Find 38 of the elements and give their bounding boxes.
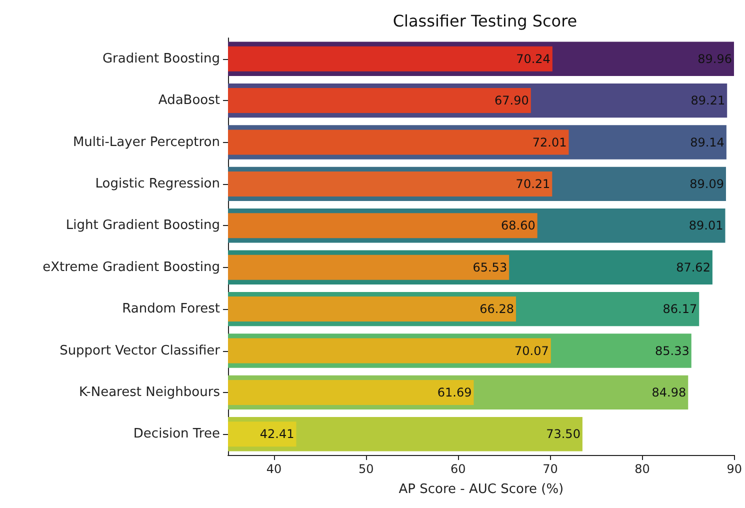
data-label: 68.60 xyxy=(500,218,536,233)
data-label: 89.14 xyxy=(690,135,724,150)
data-label: 85.33 xyxy=(655,344,690,358)
y-tick-label: Multi-Layer Perceptron xyxy=(72,134,220,150)
data-label: 67.90 xyxy=(494,94,529,108)
x-tick-label: 60 xyxy=(450,462,466,476)
chart-title: Classifier Testing Score xyxy=(392,12,578,30)
data-label: 89.96 xyxy=(698,52,732,66)
data-label: 66.28 xyxy=(480,302,514,316)
y-tick-label: AdaBoost xyxy=(158,93,220,108)
y-tick-label: Random Forest xyxy=(122,302,220,317)
data-label: 89.21 xyxy=(690,94,726,108)
x-axis-title: AP Score - AUC Score (%) xyxy=(398,482,564,497)
data-label: 89.01 xyxy=(688,218,724,233)
data-label: 72.01 xyxy=(532,135,567,150)
x-tick-label: 90 xyxy=(726,462,742,476)
y-tick-label: Logistic Regression xyxy=(95,176,220,192)
data-label: 86.17 xyxy=(662,302,698,316)
data-label: 65.53 xyxy=(472,260,508,274)
x-tick-label: 70 xyxy=(542,462,558,476)
data-label: 70.07 xyxy=(514,344,549,358)
data-label: 61.69 xyxy=(437,385,472,400)
data-label: 84.98 xyxy=(652,385,686,400)
data-label: 87.62 xyxy=(676,260,710,274)
y-tick-label: K-Nearest Neighbours xyxy=(79,384,220,400)
data-label: 73.50 xyxy=(546,427,580,442)
data-label: 70.24 xyxy=(516,52,550,66)
y-tick-label: Gradient Boosting xyxy=(102,51,220,66)
y-tick-label: Decision Tree xyxy=(133,426,220,442)
y-tick-label: Support Vector Classifier xyxy=(60,343,221,358)
x-tick-label: 50 xyxy=(358,462,374,476)
x-tick-label: 80 xyxy=(634,462,650,476)
x-tick-label: 40 xyxy=(266,462,282,476)
y-tick-label: eXtreme Gradient Boosting xyxy=(42,260,220,275)
y-tick-label: Light Gradient Boosting xyxy=(66,218,220,234)
data-label: 70.21 xyxy=(516,176,550,191)
data-label: 42.41 xyxy=(260,427,294,442)
data-label: 89.09 xyxy=(690,176,724,191)
